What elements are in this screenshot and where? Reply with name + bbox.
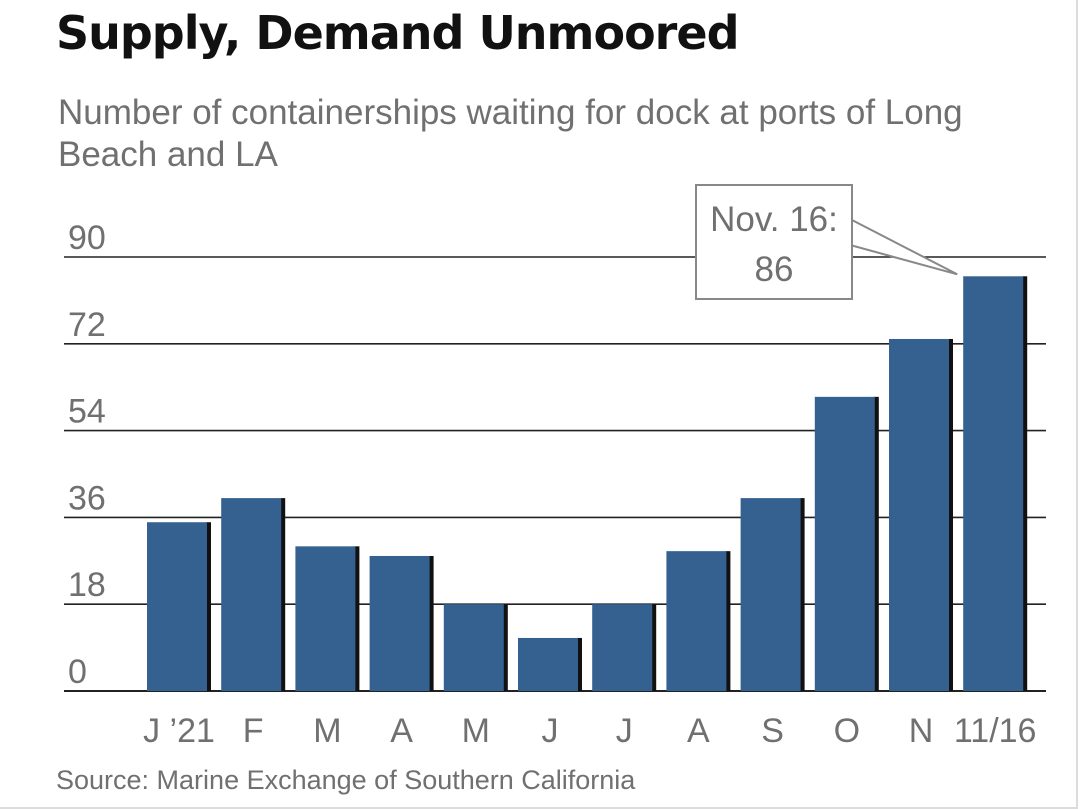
bar-fill: [369, 555, 430, 691]
callout-annotation: Nov. 16: 86: [695, 184, 958, 300]
bar: [295, 546, 360, 691]
bar-shadow: [280, 498, 286, 691]
bar: [592, 604, 657, 691]
source-note: Source: Marine Exchange of Southern Cali…: [56, 765, 636, 795]
bar-shadow: [206, 522, 211, 691]
x-tick-label: N: [909, 712, 934, 750]
x-tick-label: S: [761, 712, 784, 750]
y-tick-label: 72: [68, 306, 106, 344]
bar-shadow: [502, 604, 508, 691]
bar-fill: [963, 276, 1024, 691]
x-tick-label: O: [834, 712, 860, 750]
callout-label: Nov. 16:: [710, 200, 838, 239]
bar: [518, 637, 582, 691]
x-tick-label: J ’21: [143, 712, 215, 750]
bar-fill: [518, 637, 578, 691]
bar-fill: [147, 522, 207, 691]
bar-shadow: [577, 637, 582, 691]
bar-fill: [221, 498, 282, 691]
bar: [814, 396, 879, 691]
bar-shadow: [799, 498, 805, 691]
y-tick-label: 90: [68, 219, 106, 257]
bar-fill: [740, 498, 801, 691]
bar: [221, 498, 286, 691]
x-tick-label: M: [313, 712, 341, 750]
bar-fill: [889, 338, 949, 691]
bar: [147, 522, 211, 691]
bar-shadow: [948, 338, 953, 691]
chart-title: Supply, Demand Unmoored: [56, 6, 739, 60]
y-axis-ticks: 0 18 36 54 72 90: [68, 219, 106, 691]
y-tick-label: 54: [68, 393, 106, 431]
bar: [740, 498, 805, 691]
y-tick-label: 36: [68, 479, 106, 517]
bar: [889, 338, 953, 691]
callout-pointer: [849, 217, 958, 276]
x-tick-label: M: [462, 712, 490, 750]
bar-shadow: [651, 604, 657, 691]
bar: [369, 555, 434, 691]
bar-shadow: [725, 551, 731, 691]
bar-fill: [295, 546, 356, 691]
x-tick-label: J: [616, 712, 633, 750]
y-tick-label: 0: [68, 653, 87, 691]
bar-shadow: [428, 555, 434, 691]
x-tick-label: F: [243, 712, 264, 750]
bar-fill: [666, 551, 727, 691]
chart-subtitle: Number of containerships waiting for doc…: [58, 93, 963, 174]
x-tick-label: 11/16: [954, 712, 1037, 750]
bar-fill: [592, 604, 653, 691]
callout-value: 86: [755, 250, 794, 289]
x-tick-label: J: [542, 712, 559, 750]
bars: [147, 276, 1028, 691]
bar-shadow: [354, 546, 360, 691]
x-axis-ticks: J ’21 F M A M J J A S O N 11/16: [143, 712, 1036, 750]
bar: [666, 551, 731, 691]
callout-box: [695, 184, 853, 300]
bar: [963, 276, 1028, 691]
x-tick-label: A: [687, 712, 710, 750]
bar-shadow: [873, 396, 879, 691]
y-tick-label: 18: [68, 566, 106, 604]
bar: [443, 604, 508, 691]
bar-shadow: [1022, 276, 1028, 691]
x-tick-label: A: [390, 712, 413, 750]
bar-fill: [443, 604, 504, 691]
bar-fill: [814, 396, 875, 691]
